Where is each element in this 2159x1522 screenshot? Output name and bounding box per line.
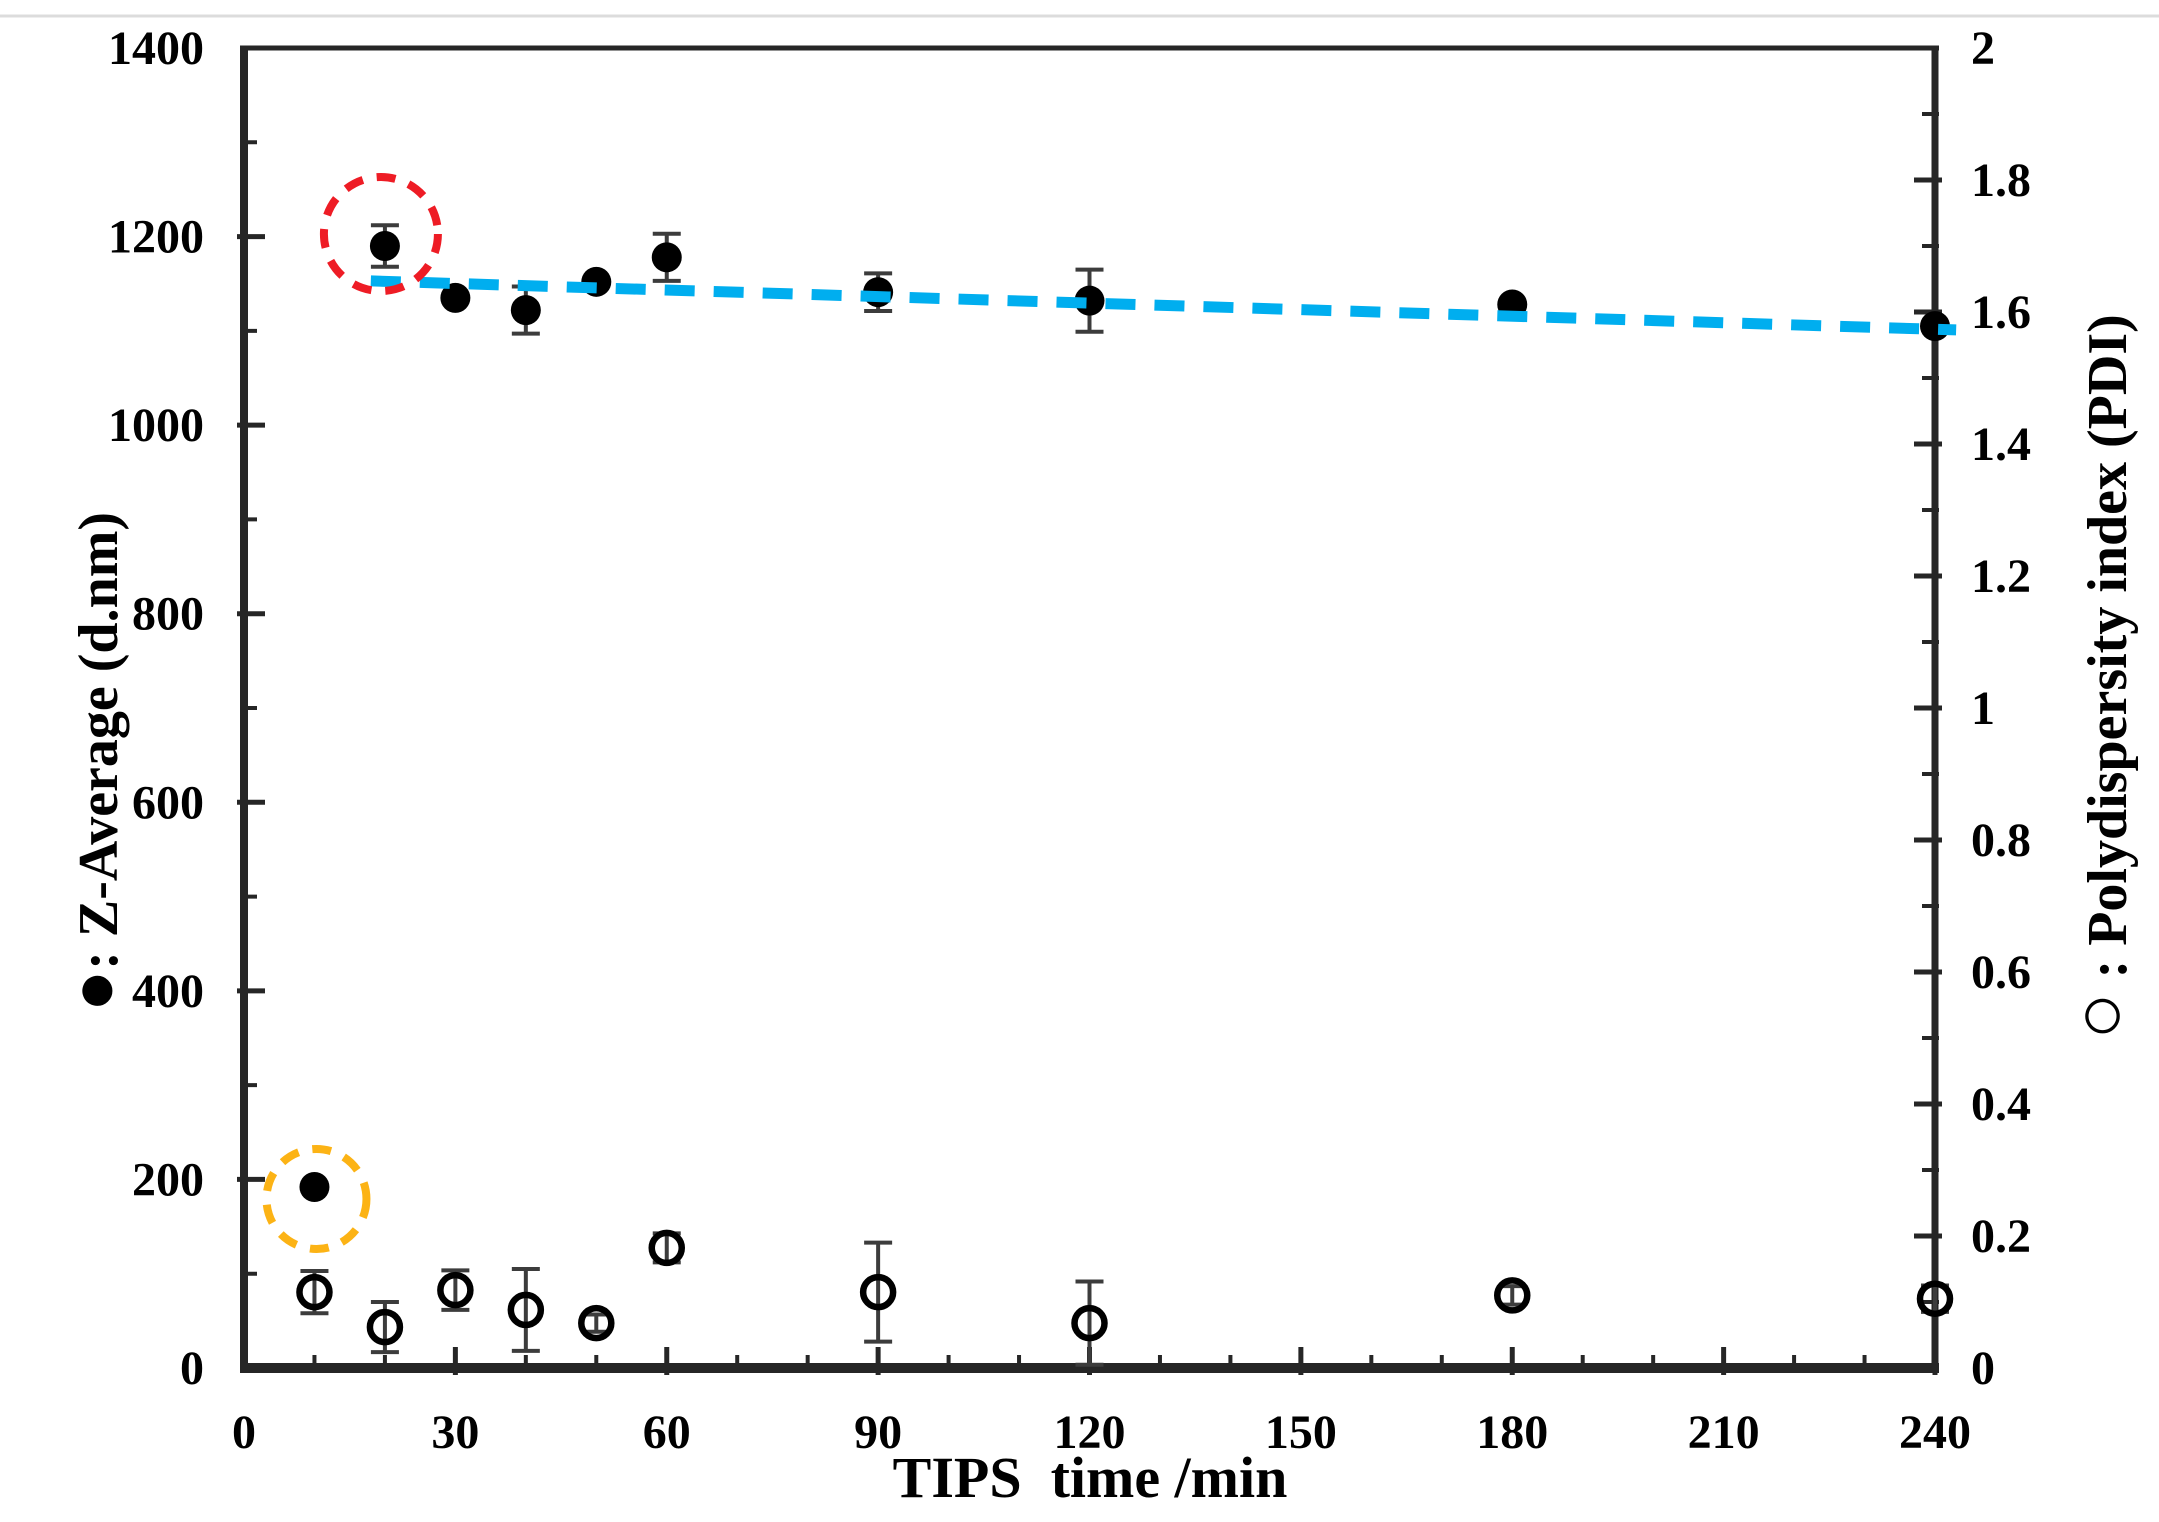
y-left-tick-label: 1200 bbox=[108, 211, 204, 264]
pdi-point bbox=[1494, 1277, 1531, 1314]
y-right-tick-label: 0.6 bbox=[1971, 946, 2031, 999]
y-left-tick-label: 600 bbox=[132, 776, 204, 829]
orange-highlight-circle bbox=[262, 1144, 371, 1253]
x-tick-label: 120 bbox=[1054, 1406, 1126, 1459]
z-average-point bbox=[369, 231, 400, 261]
x-tick-label: 60 bbox=[643, 1406, 691, 1459]
y-right-tick-label: 0.2 bbox=[1971, 1210, 2031, 1263]
pdi-point bbox=[437, 1271, 474, 1309]
open-circle-legend-icon: ○ bbox=[2055, 992, 2143, 1040]
x-tick-label: 30 bbox=[431, 1406, 479, 1459]
y-left-tick-label: 0 bbox=[180, 1342, 204, 1395]
left-axis-title: ●: Z-Average (d.nm) bbox=[4, 512, 186, 1068]
x-axis-title: TIPS time /min bbox=[892, 1445, 1288, 1510]
y-right-tick-label: 1.4 bbox=[1971, 418, 2031, 471]
filled-circle-legend-icon: ● bbox=[56, 969, 133, 1013]
y-right-tick-label: 1.2 bbox=[1971, 550, 2031, 603]
pdi-point bbox=[859, 1273, 897, 1311]
y-left-tick-label: 400 bbox=[132, 965, 204, 1018]
pdi-point bbox=[578, 1304, 615, 1342]
x-tick-label: 210 bbox=[1688, 1406, 1760, 1459]
z-average-point bbox=[299, 1171, 330, 1202]
z-average-point bbox=[651, 242, 682, 273]
pdi-point bbox=[648, 1229, 685, 1267]
y-right-tick-label: 1.6 bbox=[1971, 286, 2031, 339]
y-right-tick-label: 0.8 bbox=[1971, 814, 2031, 867]
x-tick-label: 180 bbox=[1476, 1406, 1548, 1459]
y-left-tick-label: 800 bbox=[132, 588, 204, 641]
trend-line bbox=[370, 275, 1957, 336]
x-tick-label: 90 bbox=[854, 1406, 902, 1459]
pdi-point bbox=[1916, 1280, 1954, 1317]
y-right-tick-label: 0 bbox=[1971, 1342, 1995, 1395]
pdi-point bbox=[1071, 1304, 1108, 1342]
pdi-point bbox=[296, 1273, 333, 1311]
y-right-tick-label: 1 bbox=[1971, 682, 1995, 735]
right-axis-title-text: : Polydispersity index (PDI) bbox=[2076, 314, 2139, 993]
y-right-tick-label: 2 bbox=[1971, 22, 1995, 75]
y-left-tick-label: 200 bbox=[132, 1153, 204, 1206]
pdi-point bbox=[366, 1308, 404, 1346]
red-highlight-circle bbox=[319, 173, 442, 295]
x-tick-label: 240 bbox=[1899, 1406, 1971, 1459]
right-axis-title: ○ : Polydispersity index (PDI) bbox=[2005, 314, 2159, 1096]
z-average-point bbox=[440, 282, 471, 313]
x-tick-label: 0 bbox=[232, 1406, 256, 1459]
z-average-point bbox=[510, 295, 541, 326]
y-left-tick-label: 1400 bbox=[108, 22, 204, 75]
y-left-tick-label: 1000 bbox=[108, 399, 204, 452]
x-tick-label: 150 bbox=[1265, 1406, 1337, 1459]
left-axis-title-text: : Z-Average (d.nm) bbox=[68, 511, 130, 970]
y-right-tick-label: 1.8 bbox=[1971, 154, 2031, 207]
y-right-tick-label: 0.4 bbox=[1971, 1078, 2031, 1131]
pdi-point bbox=[507, 1291, 545, 1329]
